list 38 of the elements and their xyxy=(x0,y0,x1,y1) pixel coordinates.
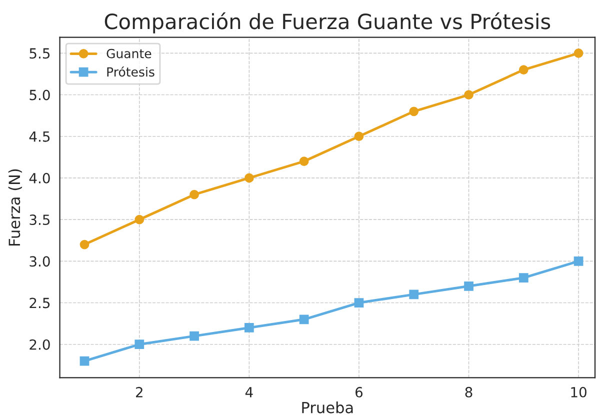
x-tick-label: 2 xyxy=(136,386,142,398)
x-tick-label: 6 xyxy=(356,386,363,398)
x-tick-label: 4 xyxy=(245,387,253,398)
point xyxy=(134,214,144,224)
y-tick-label: 4.5 xyxy=(29,132,50,142)
point xyxy=(354,298,364,308)
point xyxy=(299,156,309,166)
point xyxy=(190,331,199,341)
point xyxy=(574,48,584,58)
point xyxy=(80,240,90,250)
point xyxy=(518,273,528,282)
legend-label: Prótesis xyxy=(107,66,154,77)
point xyxy=(80,356,90,366)
point xyxy=(464,281,474,291)
y-tick-label: 4.0 xyxy=(29,172,50,184)
point xyxy=(409,106,419,116)
point xyxy=(244,173,254,183)
y-tick-label: 3.5 xyxy=(30,214,50,226)
y-tick-label: 5.0 xyxy=(30,90,50,100)
y-tick-label: 2.5 xyxy=(30,298,50,308)
legend-label: Guante xyxy=(106,48,152,58)
point xyxy=(409,290,419,300)
chart-title: Comparación de Fuerza Guante vs Prótesis xyxy=(104,12,550,34)
point xyxy=(190,190,199,200)
point xyxy=(574,256,584,266)
point xyxy=(354,132,364,142)
y-axis-title: Fuerza (N) xyxy=(8,169,22,246)
x-tick-label: 8 xyxy=(465,386,472,398)
point xyxy=(244,323,254,332)
point xyxy=(518,65,528,74)
x-axis-title: Prueba xyxy=(302,402,353,414)
y-tick-label: 3.0 xyxy=(30,256,50,267)
point xyxy=(134,340,144,350)
y-tick-label: 2.0 xyxy=(30,339,50,350)
point xyxy=(464,90,474,100)
point xyxy=(299,314,309,324)
y-tick-label: 5.5 xyxy=(30,48,50,59)
x-tick-label: 10 xyxy=(571,386,586,398)
